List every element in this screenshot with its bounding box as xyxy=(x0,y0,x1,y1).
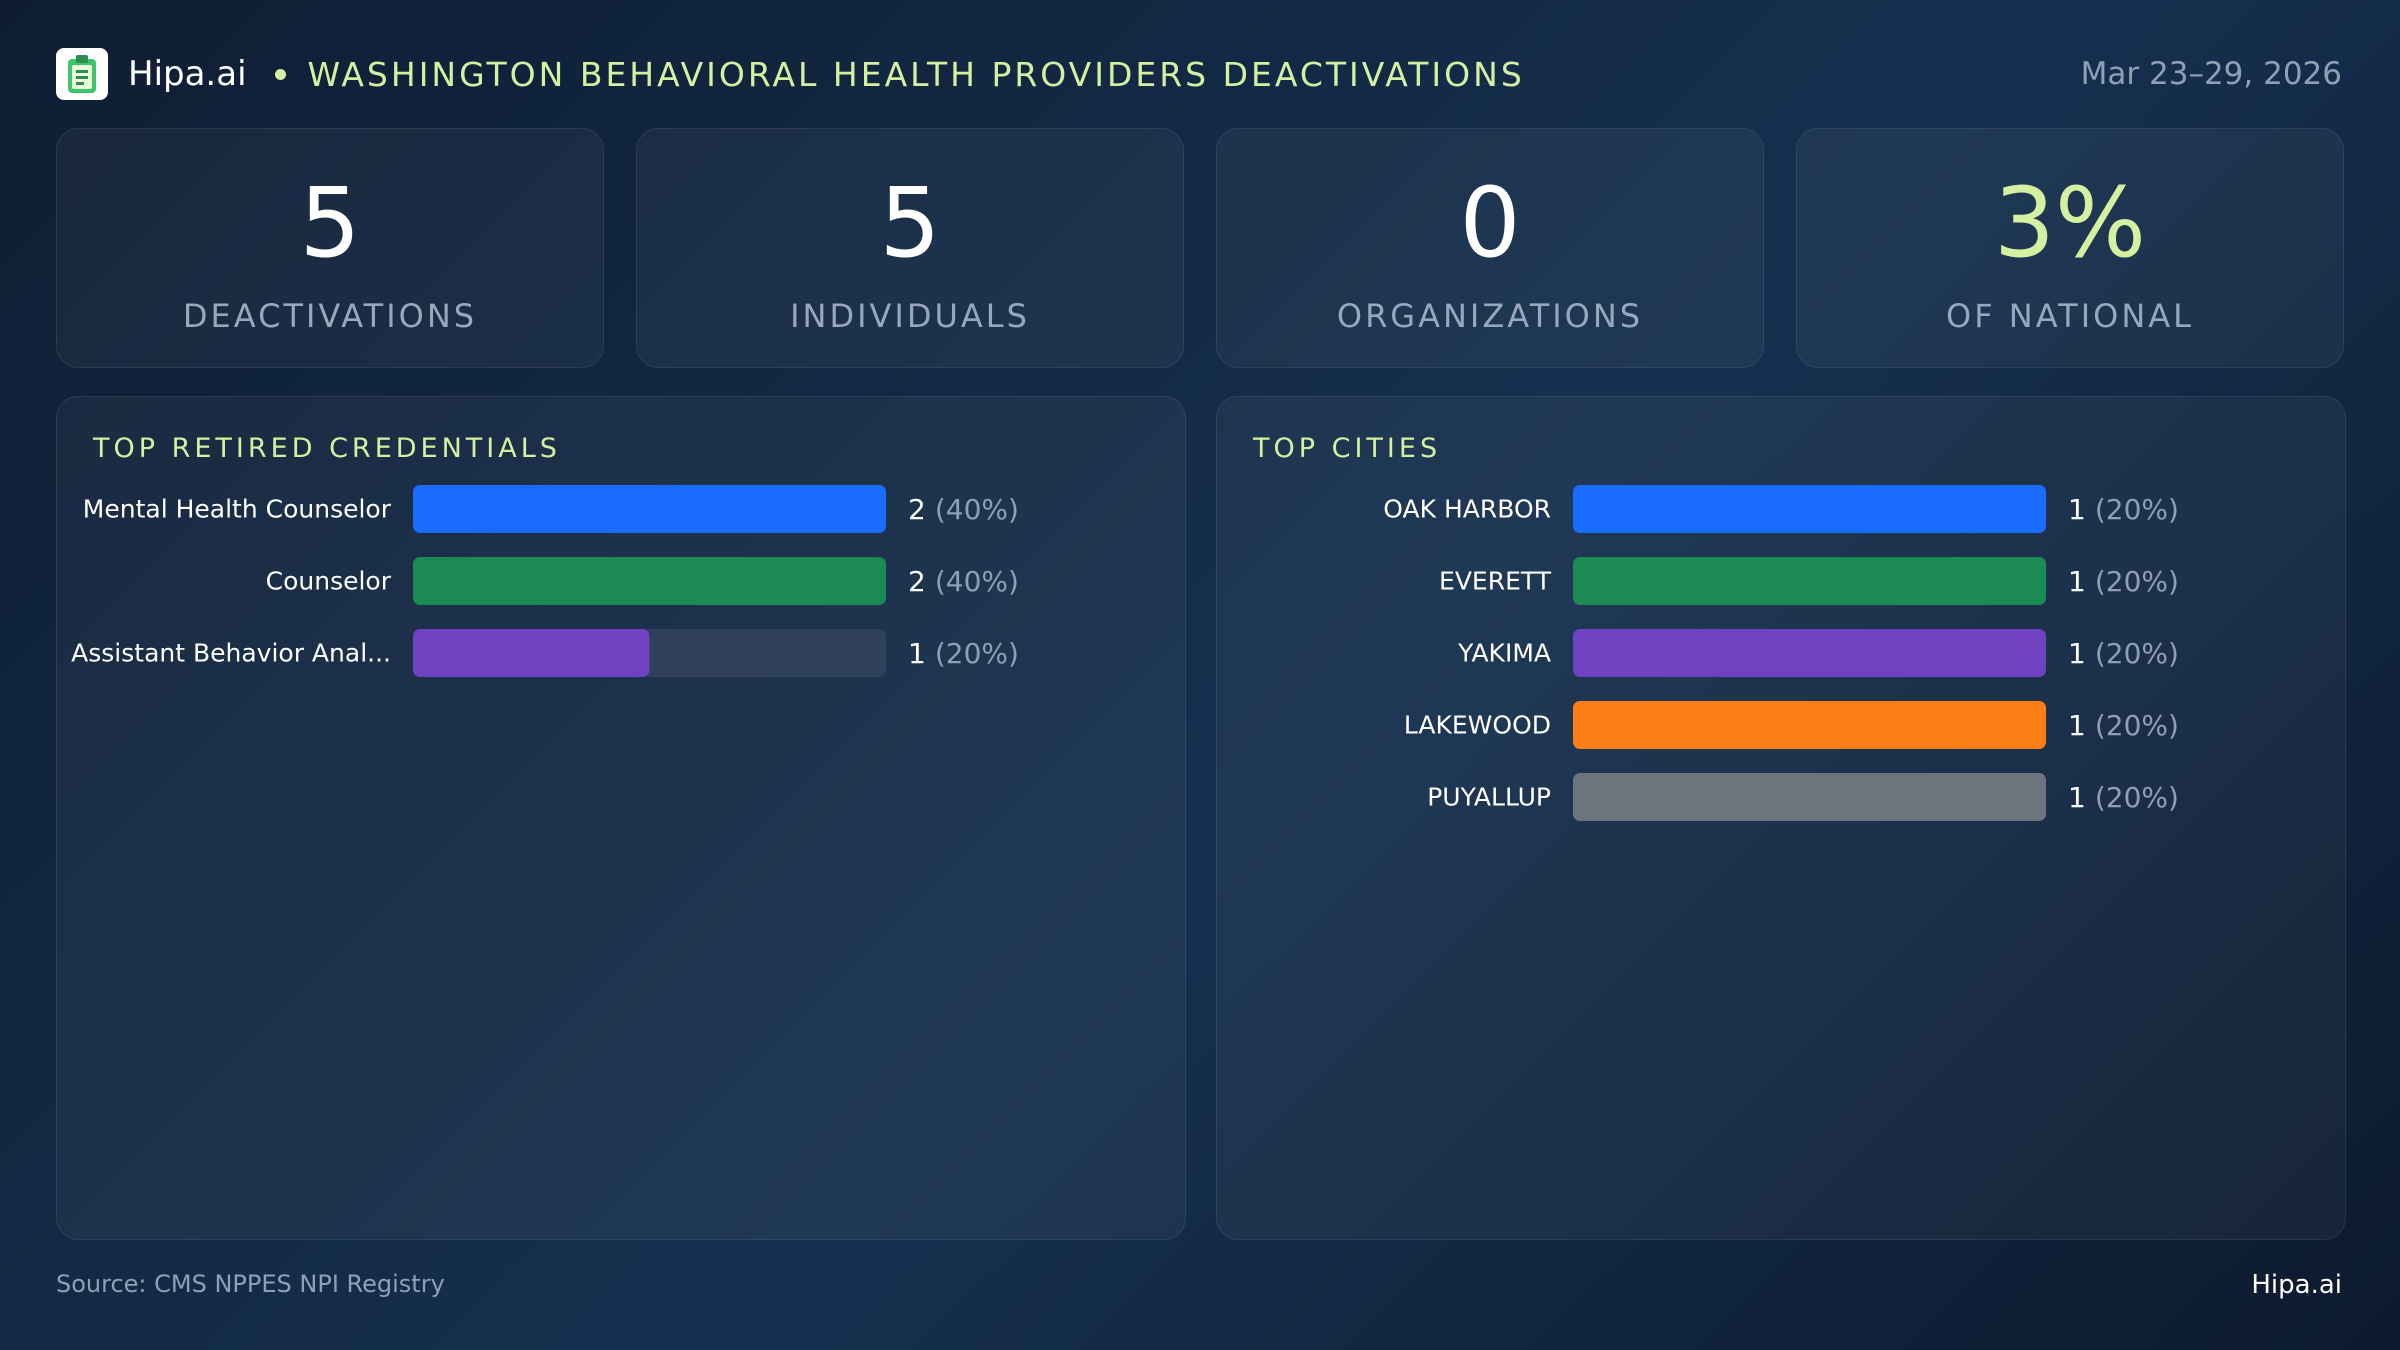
bar xyxy=(1573,557,2046,605)
bar-label: YAKIMA xyxy=(1457,639,1551,668)
bar-value-label: 1 (20%) xyxy=(2068,781,2179,814)
bar-value-label: 2 (40%) xyxy=(908,565,1019,598)
credentials-chart-title: TOP RETIRED CREDENTIALS xyxy=(93,433,561,464)
clipboard-logo-icon xyxy=(56,48,108,100)
bar-label: LAKEWOOD xyxy=(1404,711,1551,740)
stat-card-national: 3% OF NATIONAL xyxy=(1796,128,2344,368)
source-note: Source: CMS NPPES NPI Registry xyxy=(56,1270,445,1298)
stat-card-individuals: 5 INDIVIDUALS xyxy=(636,128,1184,368)
bar xyxy=(413,485,886,533)
bar-value: 2 xyxy=(908,493,926,526)
date-range: Mar 23–29, 2026 xyxy=(2080,56,2342,92)
bar xyxy=(413,629,650,677)
bar xyxy=(413,557,886,605)
footer-brand: Hipa.ai xyxy=(2251,1270,2342,1300)
brand-name: Hipa.ai xyxy=(128,54,247,94)
bar-label: EVERETT xyxy=(1439,567,1552,596)
stat-value: 0 xyxy=(1459,167,1521,279)
bar-label: OAK HARBOR xyxy=(1383,495,1551,524)
header: Hipa.ai WASHINGTON BEHAVIORAL HEALTH PRO… xyxy=(56,46,2342,102)
bar-value: 1 xyxy=(2068,493,2086,526)
bar-value: 2 xyxy=(908,565,926,598)
credentials-bar-chart: Mental Health Counselor 2 (40%) Counselor 2 (… xyxy=(71,485,1019,677)
stats-row: 5 DEACTIVATIONS 5 INDIVIDUALS 0 ORGANIZA… xyxy=(56,128,2344,368)
stat-value: 5 xyxy=(299,167,361,279)
stat-label: OF NATIONAL xyxy=(1946,297,2194,335)
stat-label: ORGANIZATIONS xyxy=(1336,297,1644,335)
bar-label: Counselor xyxy=(266,567,392,596)
stat-label: INDIVIDUALS xyxy=(790,297,1030,335)
stat-value: 5 xyxy=(879,167,941,279)
bar xyxy=(1573,773,2046,821)
cities-panel: TOP CITIES OAK HARBOR 1 (20%) EVERETT 1 (20%)… xyxy=(1216,396,2346,1240)
separator-dot xyxy=(274,68,286,80)
bar-value: 1 xyxy=(2068,637,2086,670)
stat-value: 3% xyxy=(1993,167,2147,279)
bar xyxy=(1573,485,2046,533)
stat-label: DEACTIVATIONS xyxy=(182,297,478,335)
bar-value: 1 xyxy=(908,637,926,670)
cities-bar-chart: OAK HARBOR 1 (20%) EVERETT 1 (20%) YAKIMA 1 (20%… xyxy=(1383,485,2179,821)
stat-card-deactivations: 5 DEACTIVATIONS xyxy=(56,128,604,368)
bar-percent: (20%) xyxy=(2095,709,2179,742)
bar-value-label: 1 (20%) xyxy=(908,637,1019,670)
bar-value-label: 1 (20%) xyxy=(2068,637,2179,670)
bar xyxy=(1573,629,2046,677)
bar-percent: (20%) xyxy=(2095,565,2179,598)
bar-percent: (20%) xyxy=(2095,493,2179,526)
page-title: WASHINGTON BEHAVIORAL HEALTH PROVIDERS D… xyxy=(307,54,1525,94)
bar-percent: (40%) xyxy=(935,493,1019,526)
bar xyxy=(1573,701,2046,749)
stat-card-organizations: 0 ORGANIZATIONS xyxy=(1216,128,1764,368)
credentials-panel: TOP RETIRED CREDENTIALS Mental Health Co… xyxy=(56,396,1186,1240)
bar-value-label: 1 (20%) xyxy=(2068,493,2179,526)
bar-percent: (20%) xyxy=(2095,781,2179,814)
bar-percent: (40%) xyxy=(935,565,1019,598)
bar-value: 1 xyxy=(2068,781,2086,814)
bar-percent: (20%) xyxy=(935,637,1019,670)
bar-label: PUYALLUP xyxy=(1427,783,1551,812)
bar-value: 1 xyxy=(2068,565,2086,598)
bar-value-label: 2 (40%) xyxy=(908,493,1019,526)
bar-label: Mental Health Counselor xyxy=(83,495,392,524)
bar-value: 1 xyxy=(2068,709,2086,742)
bar-label: Assistant Behavior Anal... xyxy=(71,639,391,668)
bar-value-label: 1 (20%) xyxy=(2068,565,2179,598)
cities-chart-title: TOP CITIES xyxy=(1253,433,1442,464)
bar-value-label: 1 (20%) xyxy=(2068,709,2179,742)
bar-percent: (20%) xyxy=(2095,637,2179,670)
